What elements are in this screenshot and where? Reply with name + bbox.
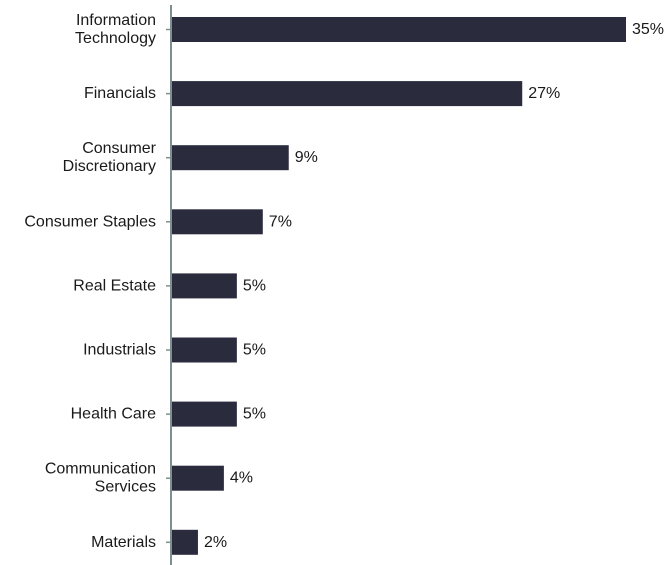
bar bbox=[172, 529, 198, 555]
category-label: Health Care bbox=[71, 406, 156, 423]
category-label-line: Services bbox=[95, 479, 156, 496]
value-label: 9% bbox=[295, 149, 318, 166]
value-label: 5% bbox=[243, 406, 266, 423]
category-label-line: Information bbox=[76, 12, 156, 29]
category-label-line: Real Estate bbox=[73, 277, 156, 294]
category-label-line: Technology bbox=[75, 30, 156, 47]
value-label: 27% bbox=[528, 85, 560, 102]
labels-layer: Information Technology 35% Financials 27% Con… bbox=[24, 12, 664, 551]
category-label: Real Estate bbox=[73, 277, 156, 294]
category-label-line: Communication bbox=[45, 461, 156, 478]
bar bbox=[172, 17, 626, 42]
value-label: 35% bbox=[632, 21, 664, 38]
category-label: Industrials bbox=[83, 342, 156, 359]
value-label: 5% bbox=[243, 342, 266, 359]
category-label-line: Materials bbox=[91, 534, 156, 551]
category-label: Communication Services bbox=[45, 461, 156, 496]
category-label-line: Health Care bbox=[71, 406, 156, 423]
value-label: 5% bbox=[243, 277, 266, 294]
bars-layer bbox=[172, 17, 626, 555]
category-label: Consumer Staples bbox=[24, 213, 156, 230]
category-label-line: Discretionary bbox=[63, 158, 156, 175]
bar bbox=[172, 337, 237, 363]
category-label-line: Industrials bbox=[83, 342, 156, 359]
category-label-line: Consumer Staples bbox=[24, 213, 156, 230]
bar bbox=[172, 273, 237, 299]
bar bbox=[172, 145, 289, 171]
category-label-line: Consumer bbox=[82, 140, 156, 157]
value-label: 4% bbox=[230, 470, 253, 487]
bar bbox=[172, 401, 237, 427]
category-label: Materials bbox=[91, 534, 156, 551]
category-label: Consumer Discretionary bbox=[63, 140, 157, 175]
value-label: 2% bbox=[204, 534, 227, 551]
bar bbox=[172, 465, 224, 491]
category-label-line: Financials bbox=[84, 85, 156, 102]
value-label: 7% bbox=[269, 213, 292, 230]
category-label: Financials bbox=[84, 85, 156, 102]
bar bbox=[172, 209, 263, 235]
category-label: Information Technology bbox=[75, 12, 156, 47]
bar bbox=[172, 81, 523, 107]
